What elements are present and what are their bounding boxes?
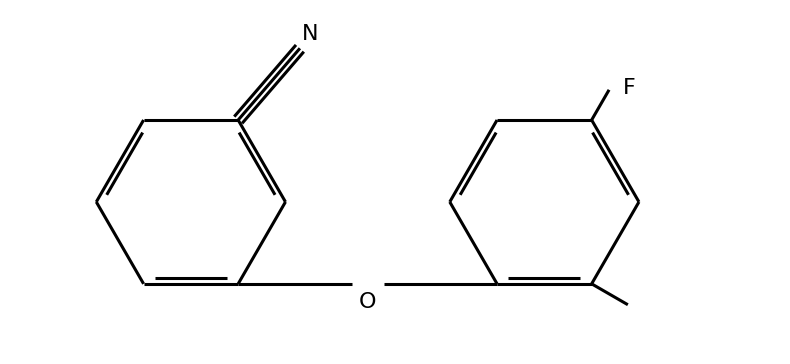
- Text: O: O: [359, 292, 376, 312]
- Text: F: F: [623, 78, 636, 98]
- Text: N: N: [302, 24, 318, 44]
